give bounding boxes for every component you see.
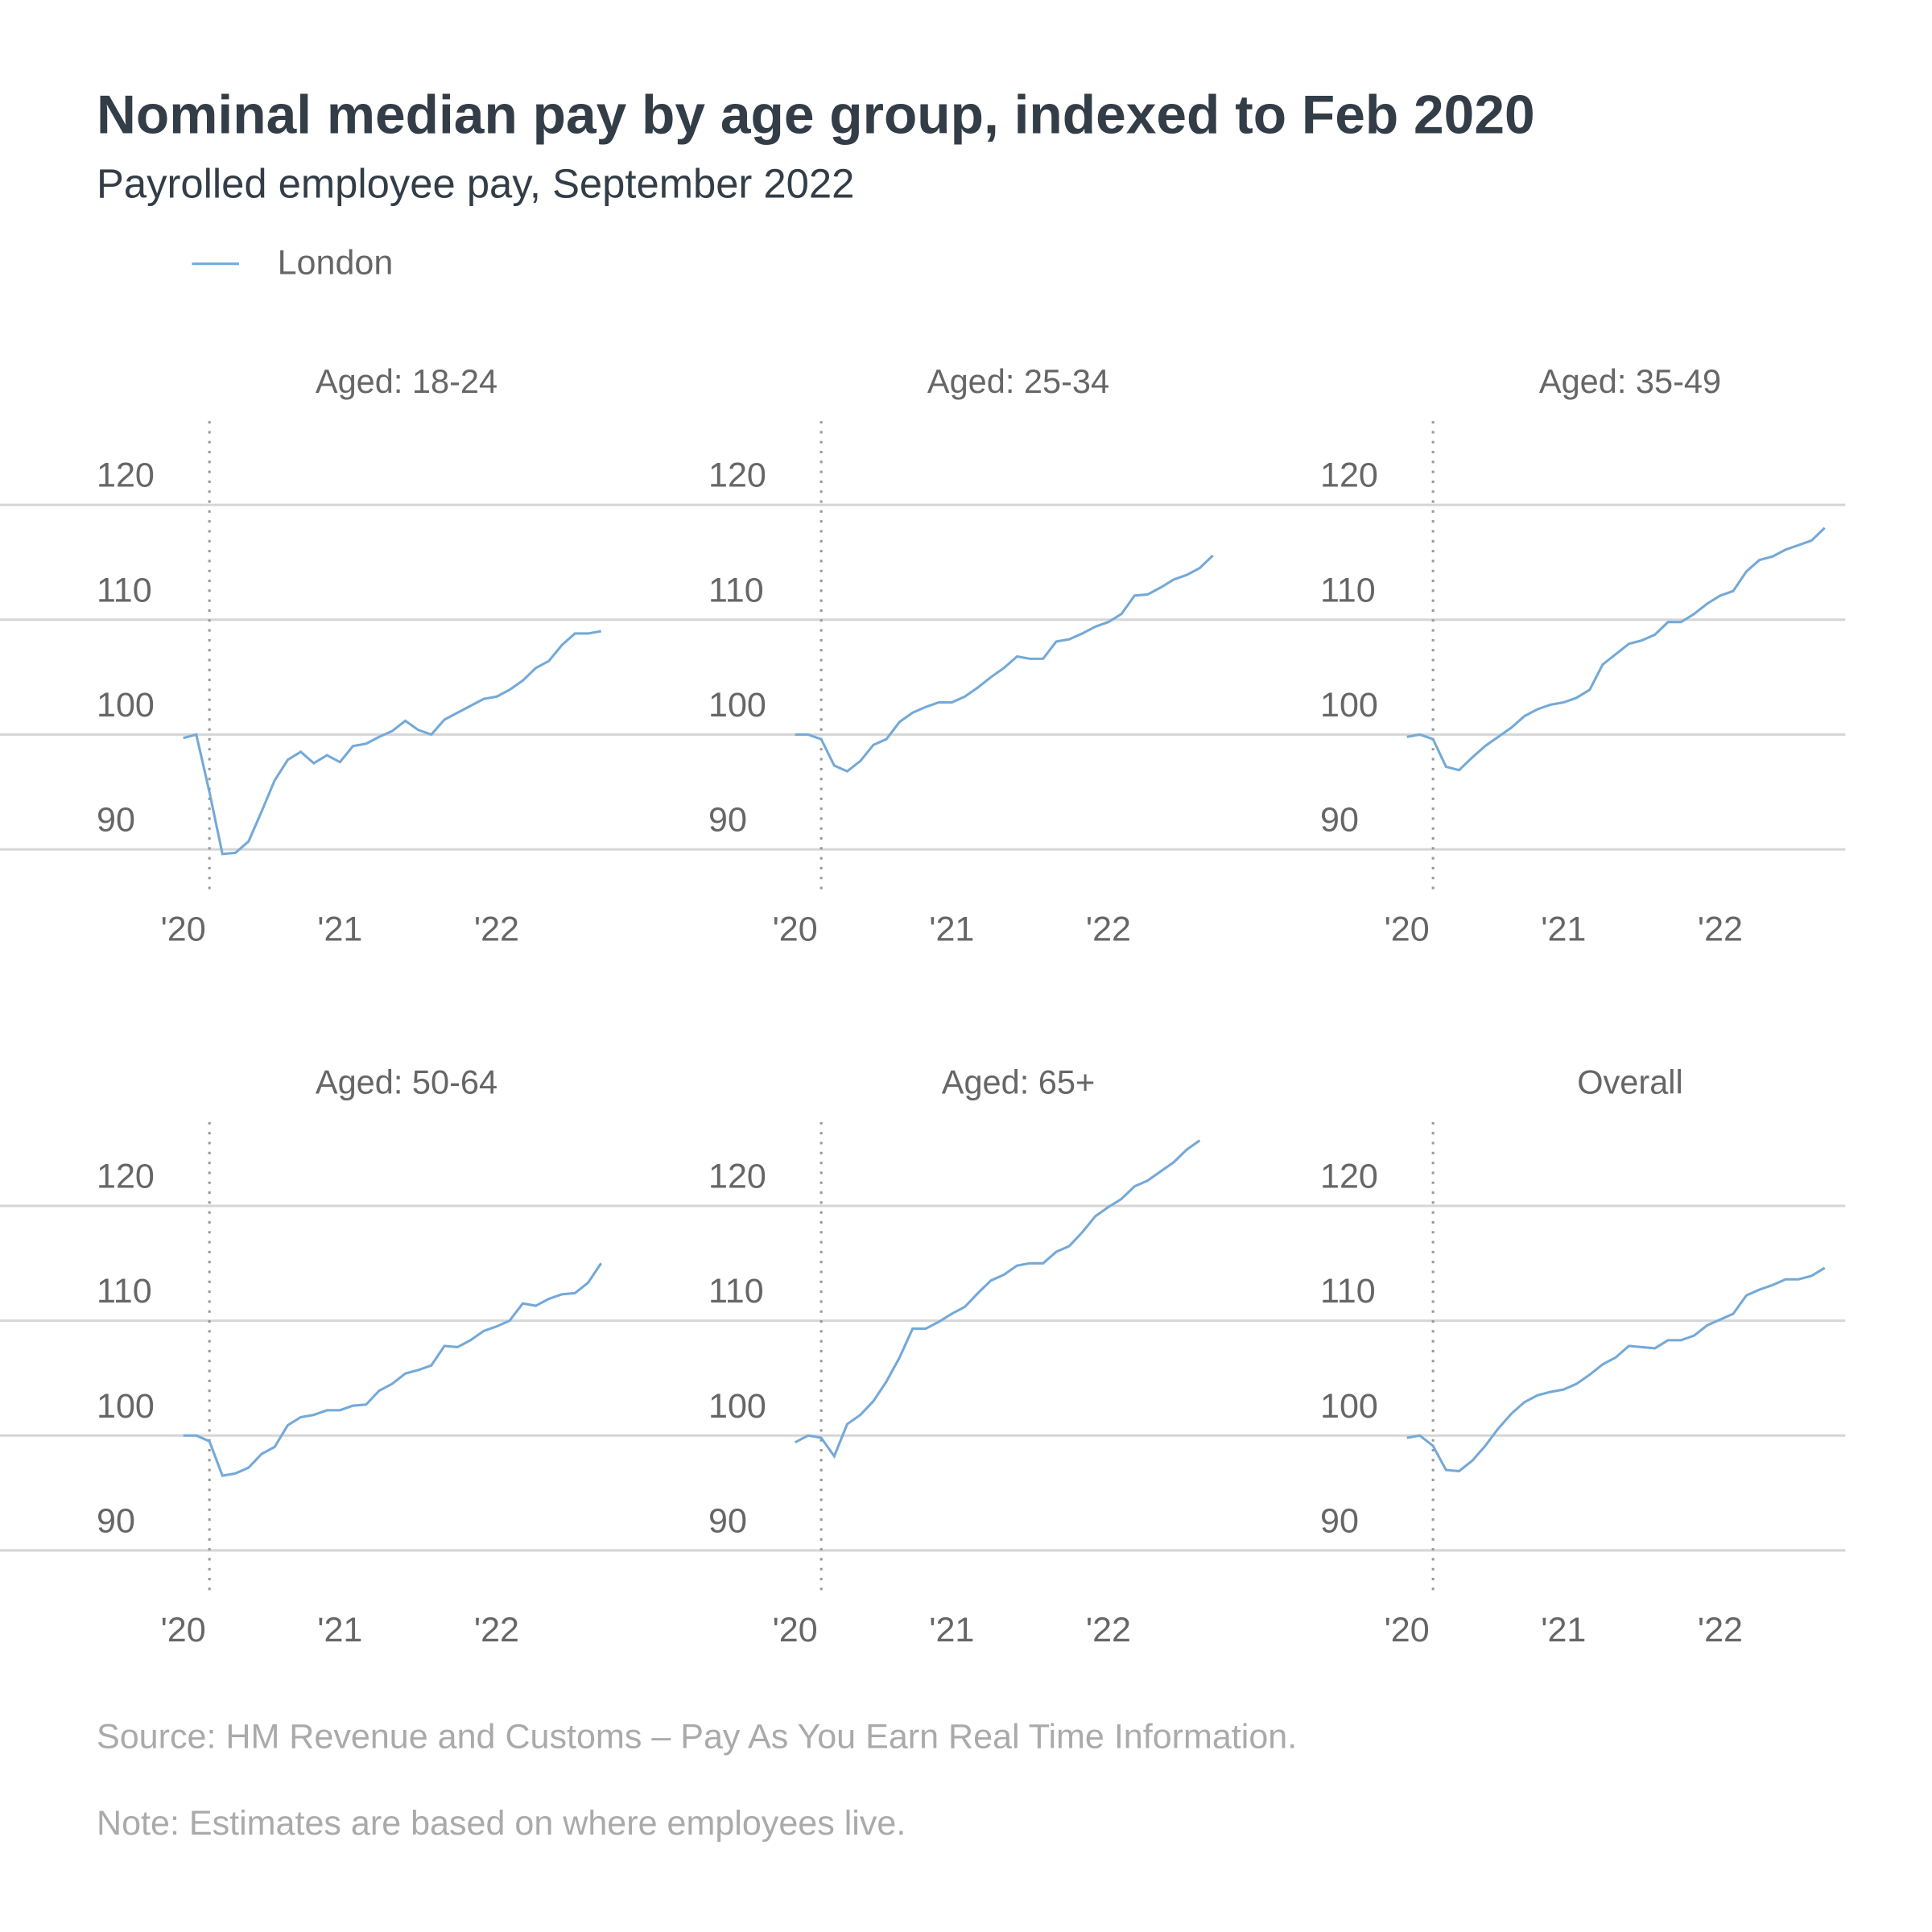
y-tick-label: 100 [97,686,155,724]
series-line [1406,526,1826,772]
panel-title: Aged: 65+ [942,1063,1095,1101]
x-tick-label: '20 [1385,1611,1430,1649]
x-tick-label: '21 [1541,1611,1586,1649]
x-tick-label: '20 [773,1611,818,1649]
panel-title: Aged: 35-49 [1539,362,1721,400]
y-tick-label: 90 [1320,801,1359,840]
x-tick-label: '22 [1698,910,1743,948]
y-tick-label: 100 [1320,1387,1378,1426]
y-tick-label: 120 [1320,456,1378,495]
y-tick-label: 110 [1320,571,1376,609]
y-tick-label: 90 [708,801,747,840]
panel-title: Aged: 25-34 [927,362,1109,400]
x-tick-label: '22 [1086,1611,1131,1649]
y-tick-label: 110 [708,1272,764,1311]
x-tick-label: '22 [1086,910,1131,948]
x-tick-label: '20 [773,910,818,948]
x-tick-label: '21 [1541,910,1586,948]
x-tick-label: '21 [929,910,974,948]
y-tick-label: 100 [97,1387,155,1426]
x-tick-label: '20 [161,910,206,948]
y-tick-label: 110 [708,571,764,609]
x-tick-label: '21 [929,1611,974,1649]
y-tick-label: 110 [97,1272,152,1311]
x-tick-label: '22 [1698,1611,1743,1649]
panel-title: Aged: 50-64 [316,1063,497,1101]
x-tick-label: '20 [1385,910,1430,948]
chart-subtitle: Payrolled employee pay, September 2022 [97,161,854,207]
y-tick-label: 90 [1320,1501,1359,1540]
x-tick-label: '22 [474,1611,519,1649]
y-tick-label: 100 [708,1387,766,1426]
y-tick-label: 90 [97,801,135,840]
y-tick-label: 110 [1320,1272,1376,1311]
source-note: Source: HM Revenue and Customs – Pay As … [97,1717,1297,1756]
series-line [795,554,1214,773]
y-tick-label: 120 [97,1158,155,1196]
legend-label: London [278,244,394,283]
y-tick-label: 110 [97,571,152,609]
chart-title: Nominal median pay by age group, indexed… [97,85,1535,146]
series-line [794,1139,1201,1459]
y-tick-label: 120 [1320,1158,1378,1196]
x-tick-label: '21 [317,1611,362,1649]
x-tick-label: '21 [317,910,362,948]
x-tick-label: '22 [474,910,519,948]
y-tick-label: 90 [97,1501,135,1540]
y-tick-label: 120 [708,456,766,495]
y-tick-label: 100 [1320,686,1378,724]
panel-title: Overall [1577,1063,1683,1101]
y-tick-label: 120 [708,1158,766,1196]
x-tick-label: '20 [161,1611,206,1649]
panel-title: Aged: 18-24 [316,362,497,400]
footnote: Note: Estimates are based on where emplo… [97,1804,906,1843]
series-line [1406,1266,1826,1473]
series-line [183,1262,602,1477]
y-tick-label: 90 [708,1501,747,1540]
y-tick-label: 120 [97,456,155,495]
series-line [183,630,601,856]
y-tick-label: 100 [708,686,766,724]
